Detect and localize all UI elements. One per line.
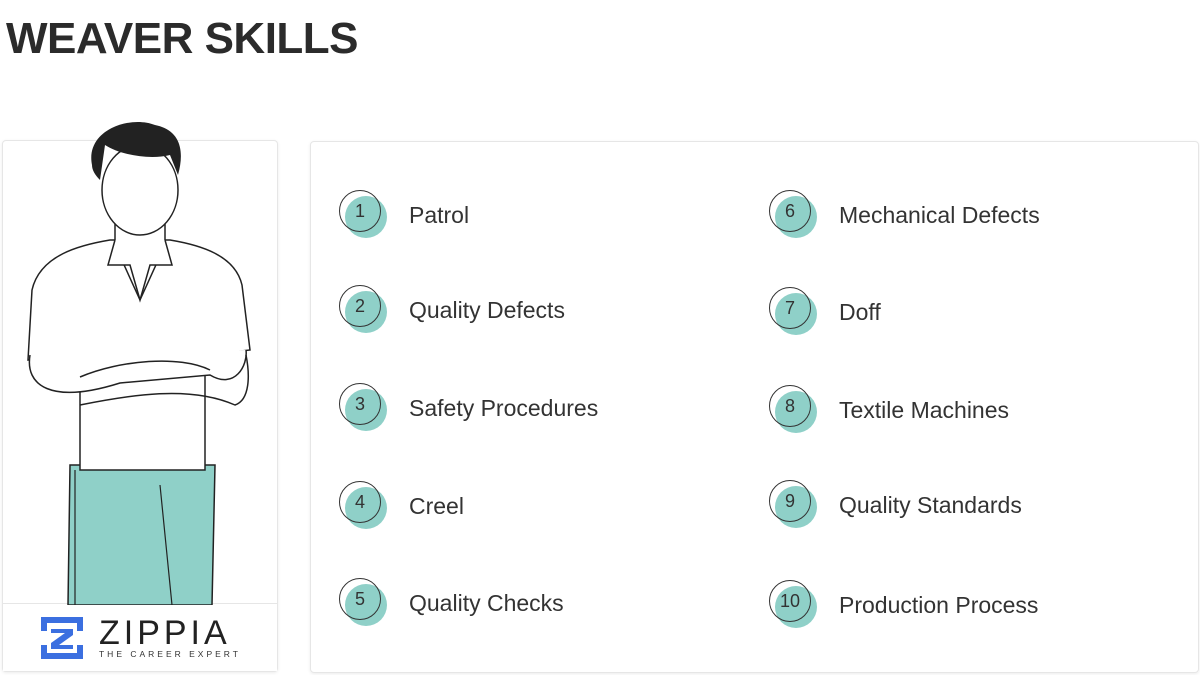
skill-item: 9 Quality Standards bbox=[769, 480, 1022, 530]
page-title: WEAVER SKILLS bbox=[6, 14, 359, 63]
skill-label: Safety Procedures bbox=[409, 394, 599, 421]
number-badge: 4 bbox=[339, 481, 389, 531]
skill-number: 1 bbox=[339, 190, 381, 232]
number-badge: 2 bbox=[339, 285, 389, 335]
skill-number: 7 bbox=[769, 287, 811, 329]
zippia-logo-icon bbox=[40, 616, 83, 659]
number-badge: 10 bbox=[769, 580, 819, 630]
person-illustration bbox=[27, 121, 251, 605]
number-badge: 8 bbox=[769, 385, 819, 435]
number-badge: 1 bbox=[339, 190, 389, 240]
skill-label: Patrol bbox=[409, 201, 470, 228]
skill-label: Doff bbox=[839, 298, 881, 325]
skill-label: Creel bbox=[409, 492, 464, 519]
skill-label: Quality Defects bbox=[409, 296, 565, 323]
skill-item: 1 Patrol bbox=[339, 190, 469, 240]
number-badge: 3 bbox=[339, 383, 389, 433]
number-badge: 6 bbox=[769, 190, 819, 240]
skill-item: 5 Quality Checks bbox=[339, 578, 564, 628]
skill-number: 4 bbox=[339, 481, 381, 523]
skill-label: Quality Checks bbox=[409, 589, 564, 616]
skill-number: 6 bbox=[769, 190, 811, 232]
skill-item: 2 Quality Defects bbox=[339, 285, 565, 335]
skill-item: 3 Safety Procedures bbox=[339, 383, 598, 433]
skill-item: 4 Creel bbox=[339, 481, 464, 531]
skill-item: 10 Production Process bbox=[769, 580, 1038, 630]
skills-card: 1 Patrol 2 Quality Defects 3 Safety Procedure… bbox=[310, 141, 1199, 673]
skill-label: Production Process bbox=[839, 591, 1039, 618]
skill-number: 9 bbox=[769, 480, 811, 522]
skill-item: 8 Textile Machines bbox=[769, 385, 1009, 435]
skill-number: 8 bbox=[769, 385, 811, 427]
skill-number: 2 bbox=[339, 285, 381, 327]
number-badge: 5 bbox=[339, 578, 389, 628]
skill-label: Textile Machines bbox=[839, 396, 1010, 423]
number-badge: 7 bbox=[769, 287, 819, 337]
skill-number: 3 bbox=[339, 383, 381, 425]
skill-number: 5 bbox=[339, 578, 381, 620]
number-badge: 9 bbox=[769, 480, 819, 530]
skill-label: Mechanical Defects bbox=[839, 201, 1040, 228]
skill-number: 10 bbox=[769, 580, 811, 622]
skill-item: 6 Mechanical Defects bbox=[769, 190, 1040, 240]
zippia-logo: ZIPPIA THE CAREER EXPERT bbox=[3, 603, 277, 671]
skill-label: Quality Standards bbox=[839, 491, 1022, 518]
skill-item: 7 Doff bbox=[769, 287, 881, 337]
logo-name: ZIPPIA bbox=[98, 613, 231, 652]
logo-tagline: THE CAREER EXPERT bbox=[98, 648, 241, 659]
